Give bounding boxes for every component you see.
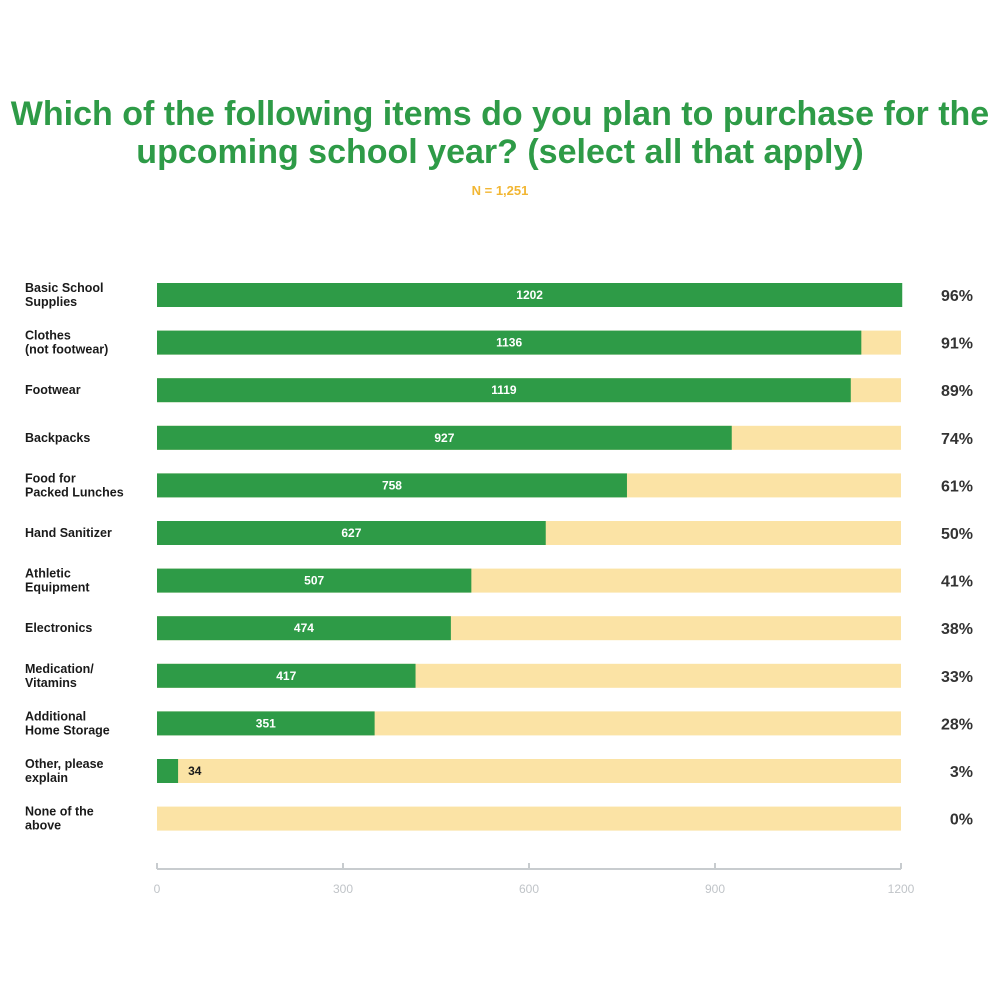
category-label: Additional Home Storage: [25, 709, 110, 737]
bar-value-label: 927: [434, 431, 454, 445]
percentage-label: 38%: [941, 621, 973, 638]
category-label: None of the above: [25, 805, 94, 833]
category-label: Other, please explain: [25, 757, 104, 785]
bar[interactable]: [157, 330, 862, 355]
category-label: Footwear: [25, 383, 81, 397]
bar-track: [157, 759, 901, 783]
category-label: Athletic Equipment: [25, 567, 90, 595]
bar-value-label: 417: [276, 669, 296, 683]
category-label: Backpacks: [25, 431, 90, 445]
bar-value-label: 351: [256, 716, 276, 730]
x-tick-label: 300: [333, 882, 353, 896]
bar[interactable]: [157, 568, 472, 593]
percentage-label: 96%: [941, 288, 973, 305]
percentage-label: 74%: [941, 431, 973, 448]
x-tick-label: 600: [519, 882, 539, 896]
bar-value-label: 507: [304, 574, 324, 588]
bar-value-label: 758: [382, 478, 402, 492]
bar[interactable]: [157, 616, 451, 641]
percentage-label: 91%: [941, 336, 973, 353]
percentage-label: 33%: [941, 669, 973, 686]
percentage-label: 28%: [941, 716, 973, 733]
bar[interactable]: [157, 378, 851, 403]
percentage-label: 89%: [941, 383, 973, 400]
category-label: Hand Sanitizer: [25, 526, 112, 540]
percentage-label: 50%: [941, 526, 973, 543]
percentage-label: 3%: [950, 764, 973, 781]
category-label: Food for Packed Lunches: [25, 471, 124, 499]
bar-value-label: 34: [188, 764, 202, 778]
percentage-label: 0%: [950, 812, 973, 829]
bar[interactable]: [157, 473, 627, 498]
x-tick-label: 900: [705, 882, 725, 896]
percentage-label: 61%: [941, 478, 973, 495]
bar[interactable]: [157, 759, 179, 783]
bar-track: [157, 806, 901, 831]
bar-value-label: 474: [294, 621, 314, 635]
bar[interactable]: [157, 283, 903, 307]
bar[interactable]: [157, 663, 416, 688]
bar-value-label: 1136: [496, 336, 522, 350]
chart-subtitle: N = 1,251: [471, 183, 529, 198]
bar-value-label: 1119: [491, 383, 517, 397]
category-label: Basic School Supplies: [25, 281, 104, 309]
bar[interactable]: [157, 425, 732, 450]
category-label: Clothes (not footwear): [25, 329, 108, 357]
chart-title: Which of the following items do you plan…: [10, 95, 990, 171]
category-label: Medication/Vitamins: [25, 662, 94, 690]
category-label: Electronics: [25, 621, 92, 635]
percentage-label: 41%: [941, 574, 973, 591]
bar[interactable]: [157, 711, 375, 736]
x-tick-label: 0: [154, 882, 161, 896]
bar-value-label: 1202: [516, 288, 543, 302]
bar[interactable]: [157, 521, 546, 545]
x-tick-label: 1200: [888, 882, 915, 896]
bar-value-label: 627: [341, 526, 361, 540]
